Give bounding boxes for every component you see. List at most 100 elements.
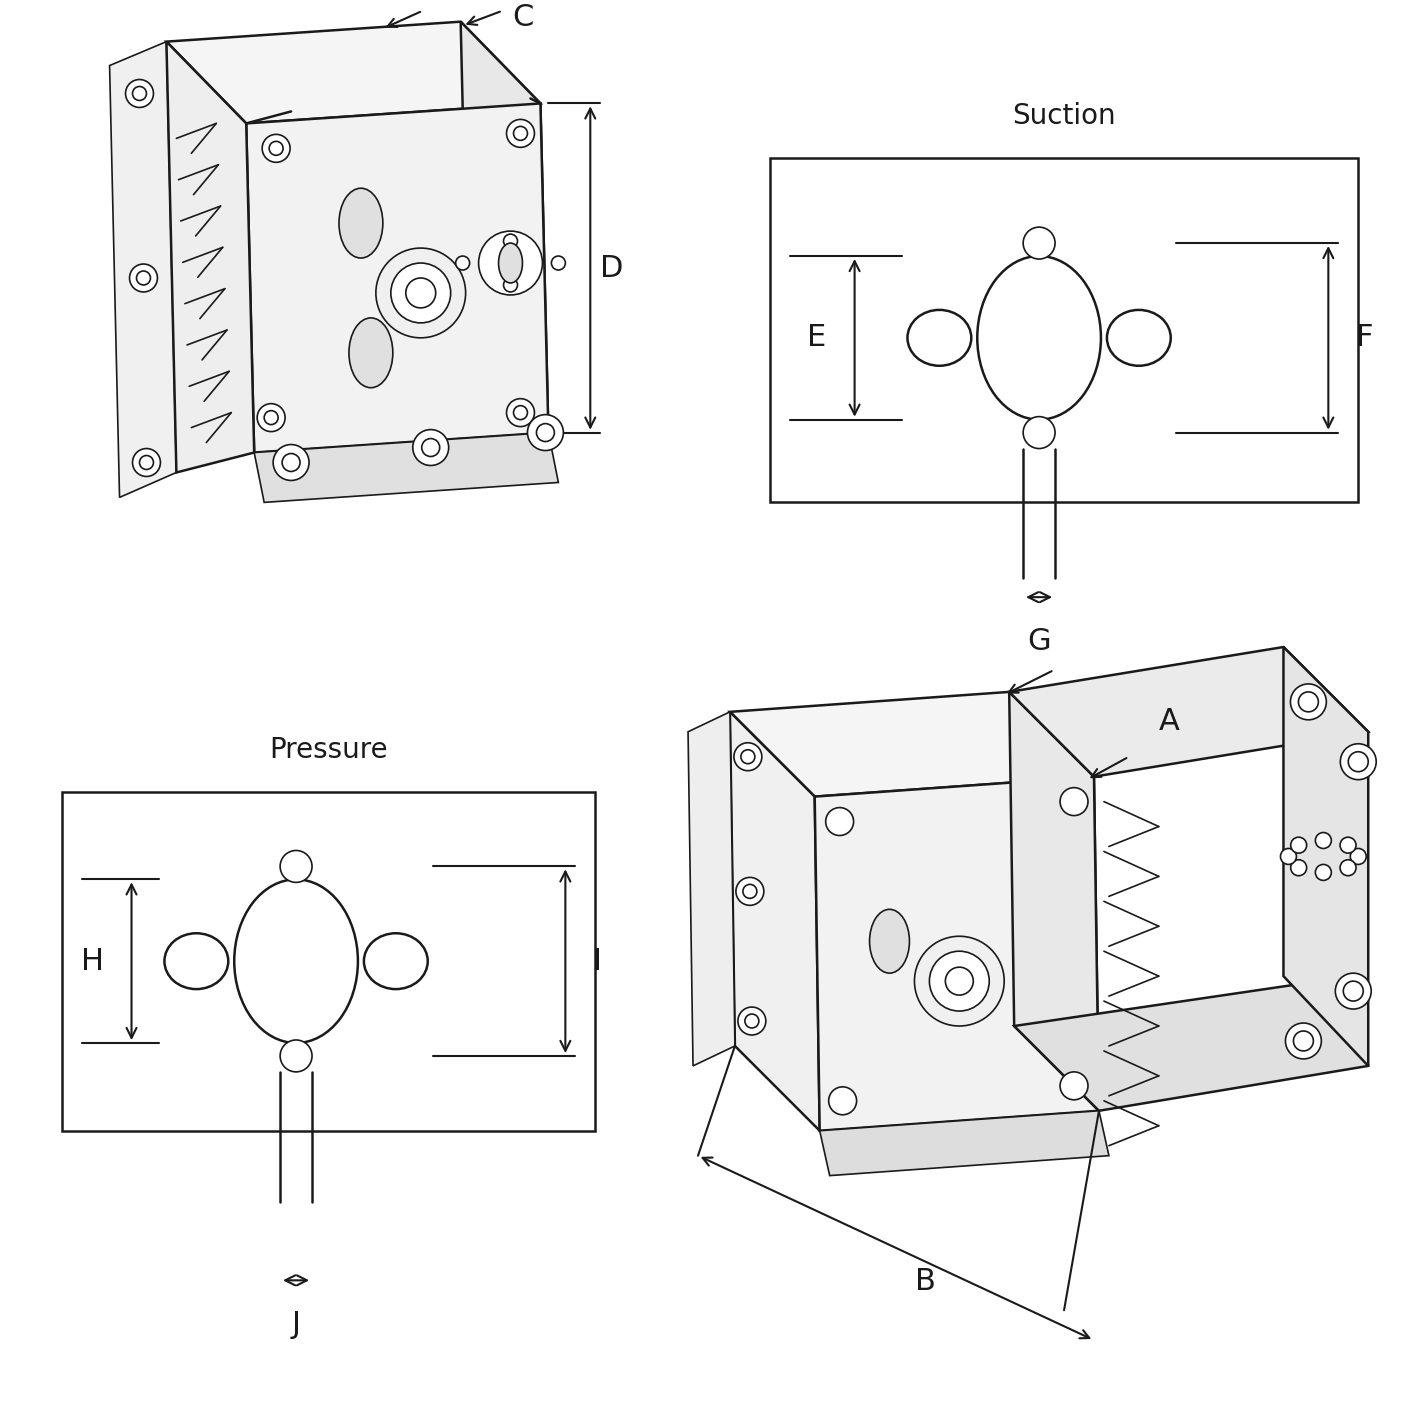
Circle shape (273, 444, 309, 481)
Circle shape (1291, 683, 1326, 720)
Circle shape (513, 127, 527, 141)
Ellipse shape (235, 879, 359, 1043)
Circle shape (1340, 837, 1355, 853)
Polygon shape (166, 21, 540, 124)
Polygon shape (110, 42, 176, 498)
Circle shape (551, 256, 565, 270)
Circle shape (1060, 787, 1088, 815)
Polygon shape (688, 711, 735, 1066)
Text: Pressure: Pressure (269, 735, 388, 763)
Circle shape (506, 120, 534, 148)
Circle shape (945, 967, 973, 995)
Circle shape (280, 851, 312, 883)
Ellipse shape (349, 318, 392, 388)
Circle shape (139, 456, 153, 470)
Bar (62, 792, 595, 1130)
Ellipse shape (499, 243, 523, 283)
Polygon shape (1014, 976, 1368, 1111)
Circle shape (738, 1007, 766, 1035)
Polygon shape (730, 692, 1094, 797)
Circle shape (269, 142, 283, 155)
Polygon shape (730, 711, 820, 1130)
Circle shape (1316, 865, 1331, 880)
Circle shape (1285, 1024, 1322, 1059)
Circle shape (1350, 848, 1367, 865)
Circle shape (914, 936, 1004, 1026)
Circle shape (422, 439, 440, 457)
Circle shape (537, 423, 554, 441)
Ellipse shape (165, 934, 228, 988)
Polygon shape (461, 21, 548, 433)
Circle shape (129, 264, 157, 292)
Polygon shape (246, 104, 548, 453)
Text: C: C (513, 3, 534, 32)
Ellipse shape (869, 910, 910, 973)
Circle shape (257, 404, 285, 432)
Circle shape (1060, 1071, 1088, 1099)
Circle shape (1343, 981, 1364, 1001)
Circle shape (264, 411, 278, 425)
Text: G: G (1028, 627, 1050, 657)
Text: H: H (80, 946, 104, 976)
Circle shape (1291, 859, 1306, 876)
Text: A: A (1159, 707, 1180, 737)
Ellipse shape (1107, 309, 1171, 366)
Ellipse shape (977, 256, 1101, 419)
Bar (770, 159, 1358, 502)
Polygon shape (254, 433, 558, 502)
Circle shape (406, 278, 436, 308)
Circle shape (1336, 973, 1371, 1010)
Circle shape (745, 1014, 759, 1028)
Circle shape (132, 449, 160, 477)
Circle shape (825, 807, 853, 835)
Ellipse shape (364, 934, 427, 988)
Text: D: D (600, 253, 624, 283)
Text: I: I (593, 946, 602, 976)
Circle shape (478, 231, 543, 295)
Circle shape (1348, 752, 1368, 772)
Circle shape (132, 87, 146, 100)
Circle shape (1316, 832, 1331, 848)
Text: E: E (807, 323, 827, 353)
Polygon shape (1010, 692, 1099, 1111)
Polygon shape (166, 42, 254, 472)
Circle shape (527, 415, 564, 450)
Text: Suction: Suction (1012, 103, 1116, 131)
Circle shape (1024, 416, 1054, 449)
Circle shape (503, 235, 517, 247)
Circle shape (136, 271, 150, 285)
Text: J: J (291, 1310, 301, 1340)
Circle shape (1291, 837, 1306, 853)
Circle shape (1024, 228, 1054, 259)
Circle shape (1340, 744, 1376, 780)
Polygon shape (814, 776, 1099, 1130)
Text: F: F (1357, 323, 1374, 353)
Circle shape (735, 877, 763, 905)
Circle shape (280, 1040, 312, 1071)
Polygon shape (1284, 647, 1368, 1066)
Ellipse shape (907, 309, 972, 366)
Circle shape (734, 742, 762, 770)
Circle shape (506, 399, 534, 426)
Circle shape (741, 749, 755, 763)
Circle shape (1294, 1031, 1313, 1050)
Circle shape (283, 454, 299, 471)
Circle shape (503, 278, 517, 292)
Polygon shape (1010, 647, 1368, 776)
Circle shape (929, 952, 990, 1011)
Circle shape (413, 430, 449, 465)
Circle shape (375, 247, 465, 337)
Circle shape (456, 256, 470, 270)
Circle shape (391, 263, 451, 323)
Circle shape (513, 406, 527, 419)
Circle shape (1298, 692, 1319, 711)
Ellipse shape (339, 188, 382, 259)
Polygon shape (820, 1111, 1109, 1175)
Text: B: B (915, 1267, 936, 1296)
Circle shape (1281, 848, 1296, 865)
Circle shape (1340, 859, 1355, 876)
Circle shape (828, 1087, 856, 1115)
Circle shape (125, 80, 153, 107)
Circle shape (262, 135, 290, 162)
Circle shape (742, 884, 756, 898)
